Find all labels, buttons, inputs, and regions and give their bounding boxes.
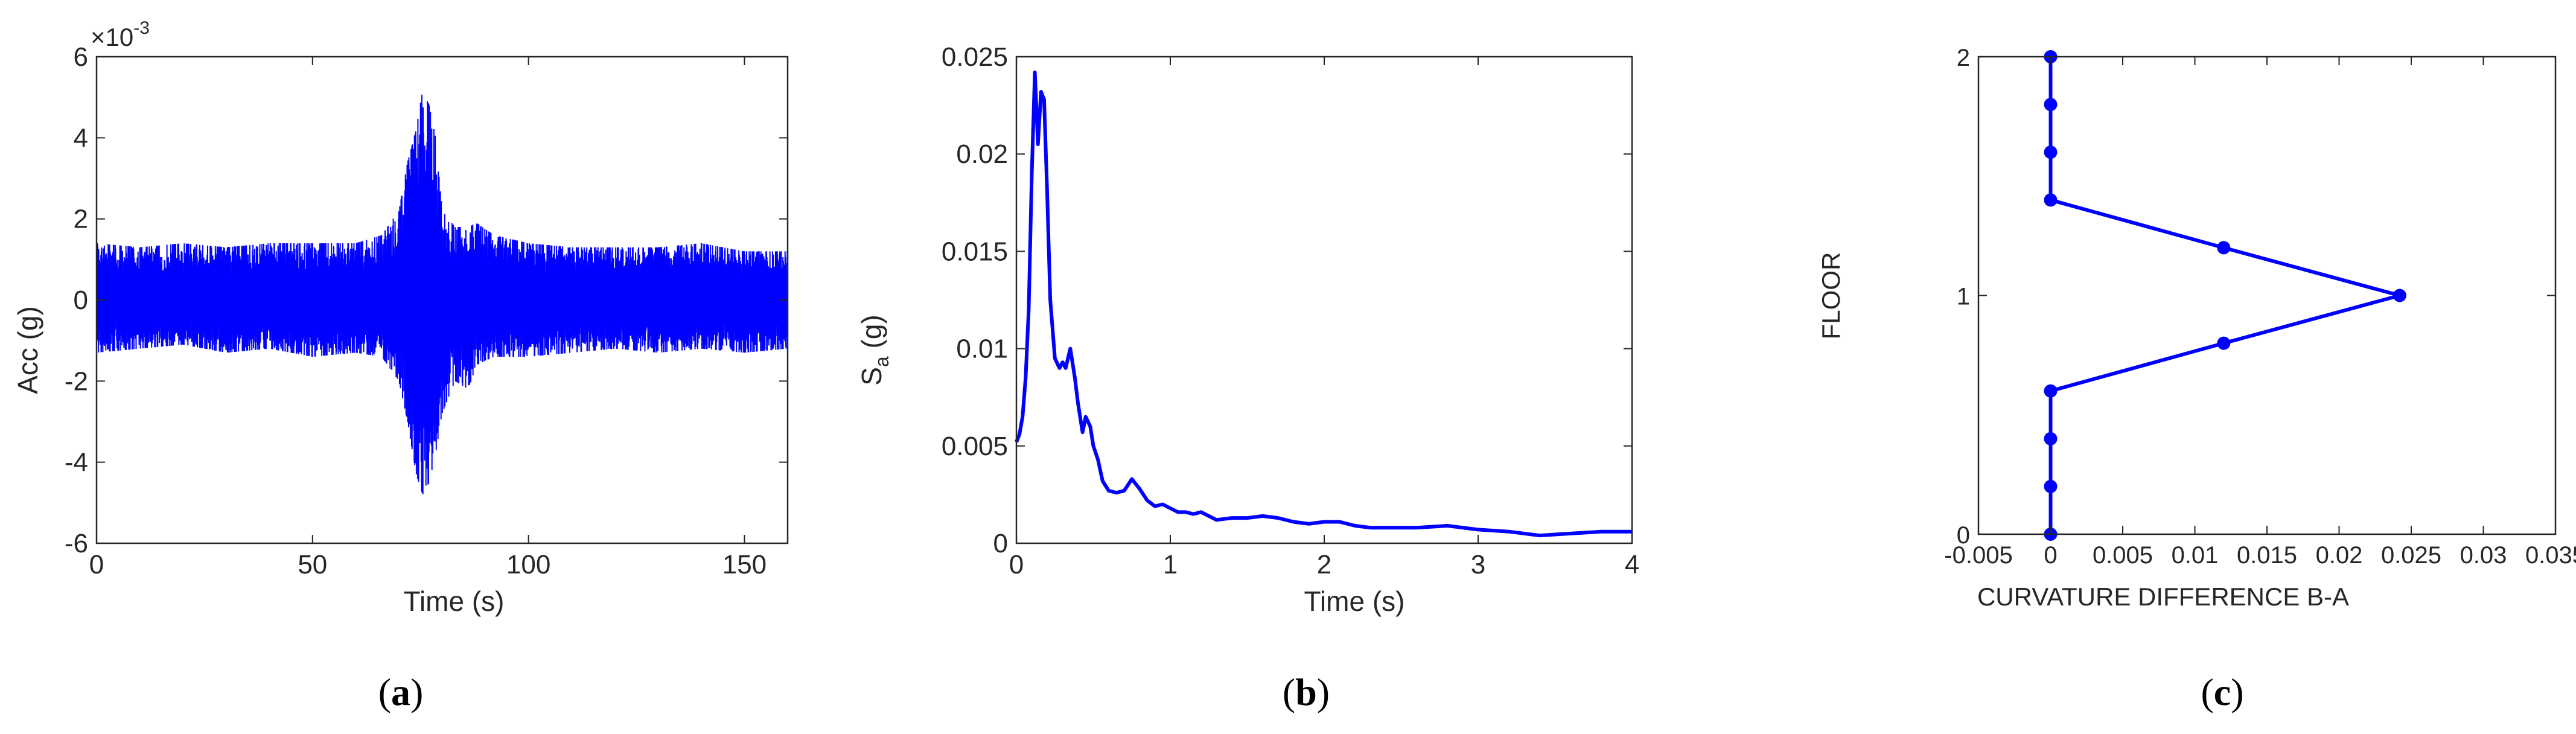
x-tick-label: 4 — [1625, 550, 1639, 579]
y-tick-label: 6 — [74, 42, 88, 72]
panel-b: 0 1 2 3 4 0 0.005 0.01 0.015 0.02 0.025 Time (s) S… — [858, 0, 1717, 734]
y-tick-label: 0.02 — [956, 139, 1008, 169]
y-multiplier-a: ×10-3 — [91, 18, 150, 51]
caption-a: (a) — [378, 671, 424, 713]
x-tick-label: 50 — [298, 550, 327, 579]
axes-a: 0 50 100 150 -6 -4 -2 0 2 4 6 — [65, 42, 789, 579]
caption-c: (c) — [2201, 671, 2243, 713]
data-point — [2044, 479, 2058, 493]
y-tick-label: 0.005 — [942, 432, 1008, 461]
caption-b: (b) — [1283, 671, 1330, 713]
axes-c: -0.00500.0050.010.0150.020.0250.030.0350… — [1944, 45, 2576, 569]
series-line-acc — [96, 94, 788, 494]
y-tick-label: -6 — [65, 529, 88, 558]
chart-b: 0 1 2 3 4 0 0.005 0.01 0.015 0.02 0.025 Time (s) S… — [858, 42, 1639, 713]
y-tick-label: 2 — [1957, 45, 1970, 71]
x-tick-label: 3 — [1471, 550, 1485, 579]
y-tick-label: 2 — [74, 205, 88, 234]
data-point — [2217, 241, 2231, 255]
data-point — [2044, 193, 2058, 207]
series-line-curvature — [2048, 57, 2402, 534]
x-axis-label-c: CURVATURE DIFFERENCE B-A — [1977, 582, 2349, 611]
axes-frame — [1977, 56, 2557, 535]
x-tick-label: 0.01 — [2172, 542, 2219, 569]
x-tick-label: 0.005 — [2093, 542, 2153, 569]
x-tick-label: 0 — [89, 550, 104, 579]
y-tick-label: 0 — [74, 286, 88, 315]
plot-area-b — [1015, 70, 1632, 538]
data-point — [2044, 432, 2058, 445]
data-point — [2217, 336, 2231, 350]
x-tick-label: 0.02 — [2316, 542, 2363, 569]
panel-c: -0.00500.0050.010.0150.020.0250.030.0350… — [1717, 0, 2576, 734]
data-point — [2044, 98, 2058, 112]
y-tick-label: 0.015 — [942, 237, 1008, 266]
data-point — [2393, 289, 2406, 302]
x-tick-label: 0.025 — [2381, 542, 2441, 569]
axes-b: 0 1 2 3 4 0 0.005 0.01 0.015 0.02 0.025 — [942, 42, 1639, 579]
y-tick-label: 0.01 — [956, 334, 1008, 364]
plot-area-a — [96, 94, 788, 494]
chart-a: 0 50 100 150 -6 -4 -2 0 2 4 6 ×10-3 Time (s) Acc (… — [12, 18, 789, 713]
y-tick-label: -2 — [65, 366, 88, 396]
y-axis-label-a: Acc (g) — [12, 306, 43, 394]
panel-a: 0 50 100 150 -6 -4 -2 0 2 4 6 ×10-3 Time (s) Acc (… — [0, 0, 858, 734]
y-tick-label: -4 — [65, 448, 88, 477]
data-point — [2044, 384, 2058, 398]
x-tick-label: 0.035 — [2525, 542, 2576, 569]
series-line-sa — [1015, 70, 1632, 538]
x-tick-label: -0.005 — [1944, 542, 2012, 569]
x-axis-label-b: Time (s) — [1304, 586, 1405, 617]
x-tick-label: 0 — [1009, 550, 1024, 579]
y-axis-label-b: Sa (g) — [858, 314, 893, 385]
x-tick-label: 1 — [1163, 550, 1178, 579]
y-tick-label: 0.025 — [942, 42, 1008, 72]
y-axis-label-c: FLOOR — [1817, 252, 1845, 340]
x-tick-label: 0.03 — [2460, 542, 2507, 569]
x-tick-label: 0 — [2044, 542, 2057, 569]
x-tick-label: 0.015 — [2237, 542, 2297, 569]
plot-area-c — [2044, 50, 2406, 541]
y-tick-label: 0 — [993, 529, 1008, 558]
chart-c: -0.00500.0050.010.0150.020.0250.030.0350… — [1817, 45, 2576, 713]
y-tick-label: 4 — [74, 123, 88, 153]
y-tick-label: 0 — [1957, 522, 1970, 549]
y-tick-label: 1 — [1957, 284, 1970, 310]
axes-frame — [1015, 56, 1633, 544]
x-tick-label: 2 — [1317, 550, 1331, 579]
data-point — [2044, 145, 2058, 159]
x-tick-label: 100 — [506, 550, 550, 579]
x-axis-label-a: Time (s) — [404, 586, 505, 617]
x-tick-label: 150 — [722, 550, 767, 579]
